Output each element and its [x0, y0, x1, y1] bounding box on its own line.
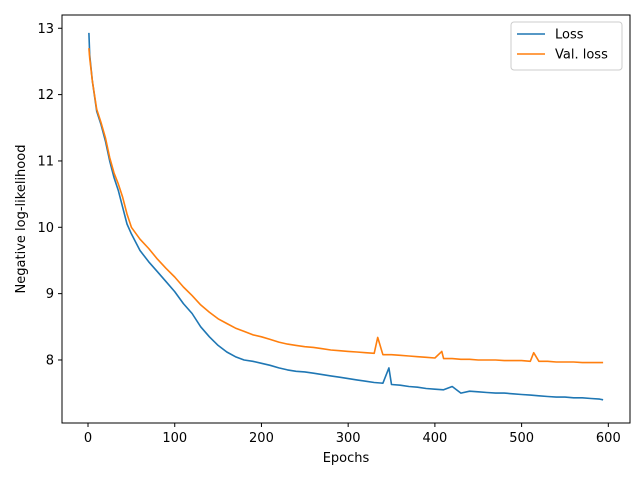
x-tick-label: 100 — [162, 431, 187, 446]
y-tick-label: 8 — [46, 353, 54, 368]
x-tick-label: 0 — [84, 431, 92, 446]
x-tick-label: 200 — [249, 431, 274, 446]
y-tick-label: 10 — [37, 221, 54, 236]
y-tick-label: 11 — [37, 154, 54, 169]
y-tick-label: 13 — [37, 22, 54, 37]
plot-area — [61, 14, 631, 424]
y-tick-label: 12 — [37, 88, 54, 103]
x-tick-label: 300 — [336, 431, 361, 446]
y-axis-ticks: 8 9 10 11 12 13 — [37, 22, 62, 368]
x-tick-label: 500 — [509, 431, 534, 446]
legend: Loss Val. loss — [510, 21, 623, 71]
x-axis-ticks: 0 100 200 300 400 500 600 — [84, 423, 621, 446]
series-layer — [88, 32, 604, 401]
legend-label: Val. loss — [555, 48, 608, 63]
x-tick-label: 600 — [596, 431, 621, 446]
legend-label: Loss — [555, 28, 584, 43]
y-tick-label: 9 — [46, 287, 54, 302]
series-line-val-loss — [88, 48, 604, 364]
x-tick-label: 400 — [422, 431, 447, 446]
series-line-loss — [88, 32, 604, 401]
y-axis-label: Negative log-likelihood — [14, 145, 29, 294]
x-axis-label: Epochs — [323, 451, 370, 466]
